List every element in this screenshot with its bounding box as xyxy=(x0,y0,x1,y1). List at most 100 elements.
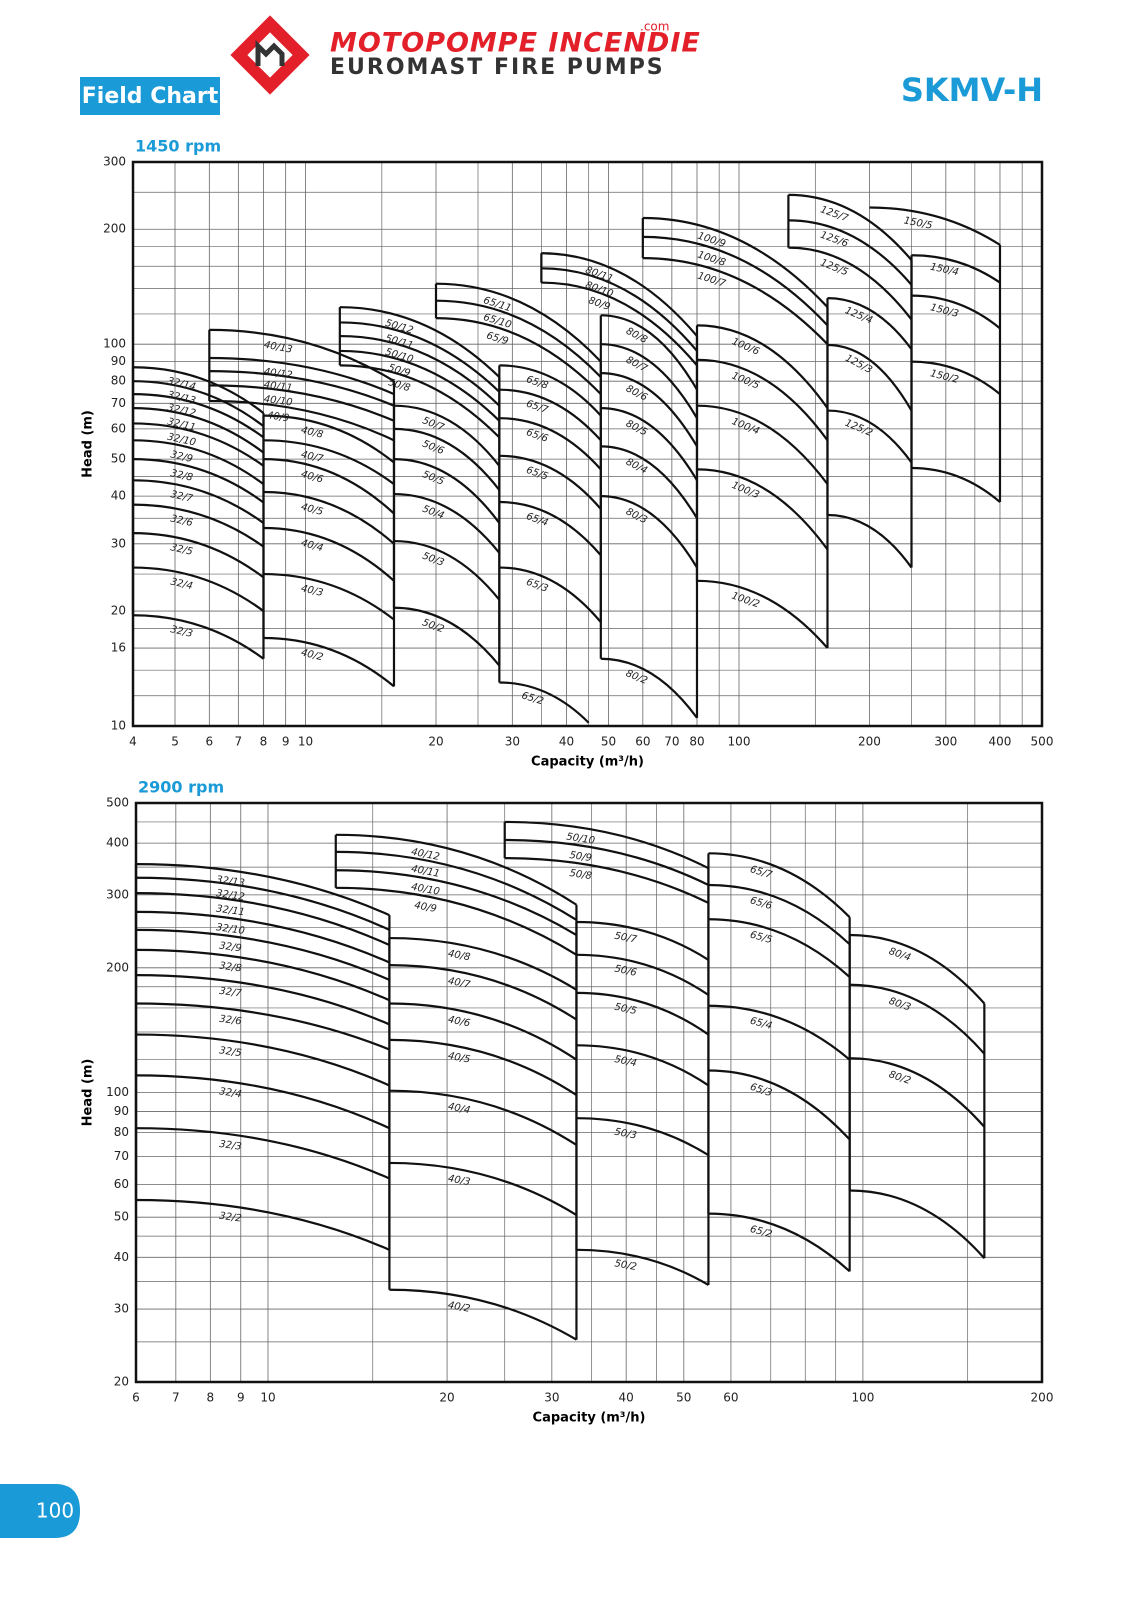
pump-curve xyxy=(135,1002,390,1051)
pump-curve xyxy=(696,404,829,485)
pump-curve xyxy=(135,1033,390,1087)
section-box xyxy=(80,77,220,115)
pump-curve xyxy=(541,281,698,367)
y-tick-label: 20 xyxy=(114,1375,129,1389)
curve-label: 40/12 xyxy=(410,847,440,863)
curve-label: 40/13 xyxy=(263,340,293,356)
y-tick-label: 10 xyxy=(111,719,126,733)
pump-curve xyxy=(849,1189,986,1259)
pump-curve xyxy=(600,371,698,447)
pump-curve xyxy=(827,409,913,464)
pump-curve xyxy=(849,983,986,1055)
pump-curve xyxy=(600,657,698,719)
pump-curve xyxy=(708,852,851,918)
pump-curve xyxy=(389,1002,578,1061)
pump-curve xyxy=(132,614,265,660)
pump-curve xyxy=(788,193,913,261)
pump-curve xyxy=(911,466,1001,503)
pump-curve xyxy=(209,370,395,407)
pump-curve xyxy=(339,349,501,422)
curve-label: 40/7 xyxy=(300,449,325,465)
x-tick-label: 200 xyxy=(1031,1391,1054,1405)
pump-curve xyxy=(393,492,501,554)
pump-curve xyxy=(504,838,709,886)
pump-curve xyxy=(335,833,578,906)
pump-curve xyxy=(696,579,829,649)
pump-curve xyxy=(389,1161,578,1216)
pump-curve xyxy=(911,294,1001,330)
pump-curve xyxy=(209,356,395,396)
pump-curve xyxy=(263,572,395,621)
pump-curve xyxy=(135,891,390,947)
y-tick-label: 50 xyxy=(111,452,126,466)
pump-curve xyxy=(132,407,265,454)
curve-label: 32/2 xyxy=(219,1211,243,1225)
x-axis-label: Capacity (m³/h) xyxy=(531,755,644,770)
pump-curve xyxy=(263,490,395,545)
y-tick-label: 40 xyxy=(114,1250,129,1264)
curve-label: 40/10 xyxy=(410,882,440,898)
curve-label: 40/2 xyxy=(447,1300,471,1315)
x-tick-label: 5 xyxy=(171,735,179,749)
curve-label: 32/8 xyxy=(219,961,243,975)
section-title: Field Chart xyxy=(82,84,219,109)
pump-curve xyxy=(132,532,265,579)
y-tick-label: 60 xyxy=(114,1177,129,1191)
y-tick-label: 90 xyxy=(111,354,126,368)
pump-curve xyxy=(788,219,913,286)
pump-curve xyxy=(132,380,265,428)
curve-label: 32/10 xyxy=(215,922,245,937)
pump-curve xyxy=(696,358,829,441)
model: SKMV-H xyxy=(901,71,1043,109)
curve-label: 50/3 xyxy=(613,1127,637,1142)
x-tick-label: 7 xyxy=(235,735,243,749)
curve-label: 40/11 xyxy=(263,380,293,395)
pump-curve xyxy=(849,933,986,1005)
brand: MOTOPOMPE INCENDIE xyxy=(330,28,701,59)
curve-label: 50/5 xyxy=(613,1002,637,1017)
pump-curve xyxy=(263,439,395,486)
pump-curve xyxy=(132,458,265,504)
curve-label: 32/5 xyxy=(219,1045,243,1059)
x-tick-label: 4 xyxy=(129,735,137,749)
y-tick-label: 40 xyxy=(111,489,126,503)
y-axis-label: Head (m) xyxy=(81,1059,96,1127)
pump-curve xyxy=(209,328,395,383)
pump-curve xyxy=(135,1074,390,1130)
x-tick-label: 100 xyxy=(851,1391,874,1405)
curve-label: 40/8 xyxy=(447,948,471,963)
curve-label: 40/12 xyxy=(263,367,293,382)
curve-label: 150/5 xyxy=(903,215,933,231)
pump-curve xyxy=(135,974,390,1026)
pump-curve xyxy=(499,364,602,417)
curve-label: 50/4 xyxy=(613,1054,637,1069)
pump-curve xyxy=(642,257,829,345)
pump-curve xyxy=(263,458,395,515)
page-tab xyxy=(0,1484,80,1538)
pump-curve xyxy=(600,314,698,391)
curve-label: 40/5 xyxy=(447,1051,471,1066)
pump-curve xyxy=(499,417,602,471)
pump-curve xyxy=(499,566,602,623)
x-tick-label: 6 xyxy=(132,1391,140,1405)
y-tick-label: 200 xyxy=(103,222,126,236)
x-tick-label: 40 xyxy=(619,1391,634,1405)
pump-curve xyxy=(504,857,709,904)
pump-curve xyxy=(339,306,501,378)
curve-label: 32/4 xyxy=(218,1086,242,1100)
x-tick-label: 8 xyxy=(207,1391,215,1405)
curve-label: 50/9 xyxy=(569,850,593,864)
pump-curve xyxy=(696,324,829,409)
y-tick-label: 200 xyxy=(106,960,129,974)
x-tick-label: 9 xyxy=(282,735,290,749)
pump-curve xyxy=(339,364,501,439)
x-axis-label: Capacity (m³/h) xyxy=(533,1411,646,1426)
logo xyxy=(230,15,310,95)
y-tick-label: 20 xyxy=(111,604,126,618)
curve-label: 32/3 xyxy=(219,1139,243,1153)
chart: 4 5 6 7 8 9 10 20 30 40 50 60 70 80 100 200 300 400 500 10 1… xyxy=(81,137,1054,770)
pump-curve xyxy=(135,1127,390,1180)
pump-curve xyxy=(135,863,390,917)
pump-curve xyxy=(869,206,1001,246)
curve-label: 50/8 xyxy=(569,868,593,882)
